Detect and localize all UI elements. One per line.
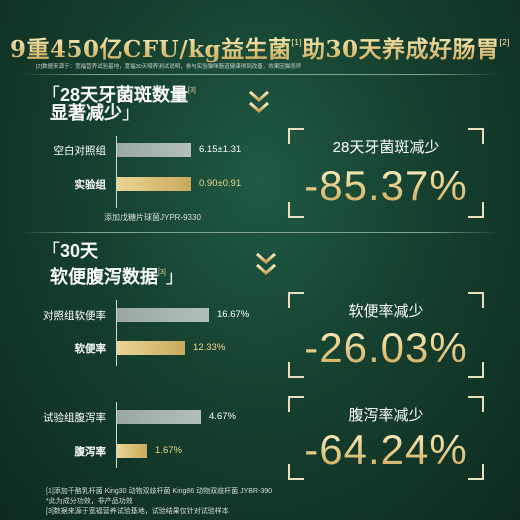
group2-axis bbox=[116, 402, 117, 468]
result-value-diarrhea: -64.24% bbox=[288, 426, 484, 474]
bar-value-diarrhea: 1.67% bbox=[155, 445, 182, 456]
result-label-diarrhea: 腹泻率减少 bbox=[348, 407, 424, 424]
section1-heading-line2: 显著减少 bbox=[50, 103, 122, 123]
section2-heading-line1: 30天 bbox=[60, 241, 99, 261]
title-part1: 9重450亿CFU/kg益生菌 bbox=[10, 36, 292, 63]
bar-value-control-soft: 16.67% bbox=[217, 309, 250, 320]
group1-axis bbox=[116, 300, 117, 366]
row-label-control: 空白对照组 bbox=[53, 145, 107, 157]
section-divider bbox=[20, 232, 500, 233]
title-sup2: [2] bbox=[499, 38, 510, 47]
section1-heading-sup: [3] bbox=[188, 87, 196, 94]
bar-diarrhea bbox=[117, 444, 148, 458]
footnote-1: [1]添加干酪乳杆菌 King30 动物双歧杆菌 King86 动物双歧杆菌 J… bbox=[46, 488, 273, 495]
header-divider bbox=[20, 74, 500, 75]
bracket-open: 「 bbox=[42, 85, 60, 105]
chevron-down-icon bbox=[249, 90, 269, 114]
page-title: 9重450亿CFU/kg益生菌[1]助30天养成好肠胃[2] bbox=[0, 30, 520, 64]
title-sup1: [1] bbox=[291, 38, 303, 47]
subtitle-note: [2]数据来源于：宽福营养试验基地，宽福30天喂养测试说明，参与实验猫咪肠道健康… bbox=[36, 64, 302, 70]
result-frame-plaque: 28天牙菌斑减少 -85.37% bbox=[288, 128, 484, 218]
result-frame-soft: 软便率减少 -26.03% bbox=[288, 292, 484, 378]
row-label-experiment: 实验组 bbox=[74, 179, 107, 191]
section1-heading-2: 显著减少」 bbox=[50, 102, 140, 124]
bracket-open-2: 「 bbox=[42, 241, 60, 261]
section1-heading: 「28天牙菌斑数量[3] bbox=[42, 80, 196, 106]
bar-control-soft bbox=[117, 308, 209, 322]
result-label-plaque: 28天牙菌斑减少 bbox=[332, 139, 440, 156]
chevron-down-icon-2 bbox=[256, 252, 276, 276]
section2-heading-line2: 软便腹泻数据 bbox=[50, 267, 158, 287]
section2-heading-2: 软便腹泻数据[3]」 bbox=[50, 262, 184, 288]
bar-experiment bbox=[117, 177, 191, 191]
footnote-3: [3]数据来源于宽福营养试验基地，试验结果仅针对试验样本 bbox=[46, 508, 229, 515]
result-label-soft: 软便率减少 bbox=[348, 303, 424, 320]
section2-heading: 「30天 bbox=[42, 240, 98, 262]
row-label-soft: 软便率 bbox=[74, 343, 107, 355]
section1-axis bbox=[116, 136, 117, 208]
footnote-2: *此为成分功效，非产品功效 bbox=[46, 498, 133, 505]
bracket-close: 」 bbox=[122, 103, 140, 123]
title-part2: 助30天养成好肠胃 bbox=[302, 36, 500, 63]
bar-control-diarrhea bbox=[117, 410, 201, 424]
result-value-soft: -26.03% bbox=[288, 324, 484, 372]
section1-heading-line1: 28天牙菌斑数量 bbox=[60, 85, 189, 105]
bar-value-control: 6.15±1.31 bbox=[199, 144, 242, 155]
section1-caption: 添加戊糖片球菌JYPR-9330 bbox=[104, 213, 201, 222]
row-label-diarrhea: 腹泻率 bbox=[74, 446, 107, 458]
bar-soft bbox=[117, 341, 186, 355]
bar-value-experiment: 0.90±0.91 bbox=[199, 178, 242, 189]
bar-control bbox=[117, 143, 191, 157]
section2-heading-sup: [3] bbox=[158, 269, 166, 276]
result-frame-diarrhea: 腹泻率减少 -64.24% bbox=[288, 396, 484, 480]
row-label-control-diarrhea: 试验组腹泻率 bbox=[43, 412, 106, 424]
bar-value-soft: 12.33% bbox=[193, 342, 226, 353]
bracket-close-2: 」 bbox=[165, 267, 184, 287]
row-label-control-soft: 对照组软便率 bbox=[43, 310, 106, 322]
bar-value-control-diarrhea: 4.67% bbox=[209, 411, 236, 422]
result-value-plaque: -85.37% bbox=[288, 162, 484, 210]
